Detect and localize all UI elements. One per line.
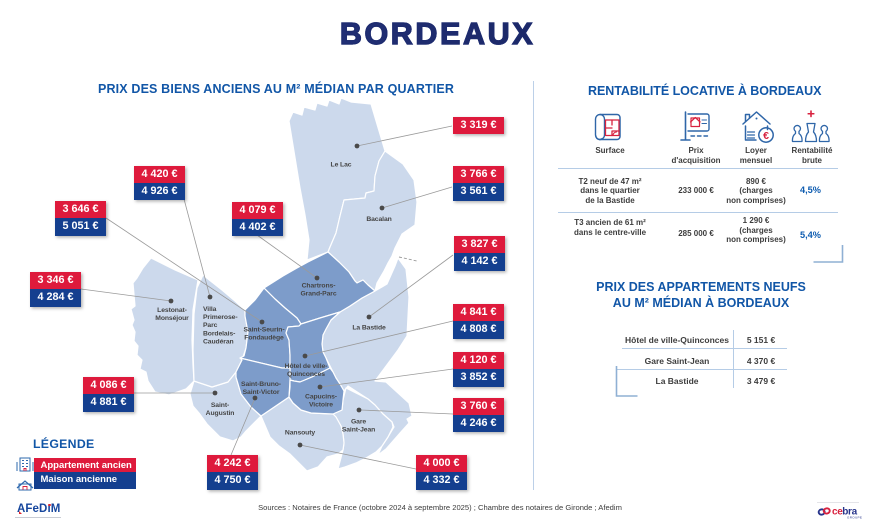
svg-text:La Bastide: La Bastide bbox=[352, 325, 386, 332]
svg-text:Villa: Villa bbox=[203, 306, 217, 313]
svg-text:€: € bbox=[763, 130, 769, 142]
svg-text:Primerose-: Primerose- bbox=[203, 314, 238, 321]
svg-text:Lestonat-: Lestonat- bbox=[157, 307, 187, 314]
svg-text:Hôtel de ville-: Hôtel de ville- bbox=[285, 363, 328, 370]
svg-text:Augustin: Augustin bbox=[206, 410, 235, 417]
svg-text:Saint-Jean: Saint-Jean bbox=[342, 427, 375, 434]
svg-text:Capucins-: Capucins- bbox=[305, 394, 337, 401]
svg-text:GROUPE: GROUPE bbox=[847, 515, 862, 519]
svg-text:Victoire: Victoire bbox=[309, 402, 333, 409]
svg-text:Parc: Parc bbox=[203, 322, 218, 329]
svg-text:ce: ce bbox=[832, 507, 843, 518]
svg-text:Chartrons-: Chartrons- bbox=[302, 283, 336, 290]
svg-text:Nansouty: Nansouty bbox=[285, 430, 315, 437]
svg-text:Monséjour: Monséjour bbox=[155, 315, 189, 322]
svg-text:Bacalan: Bacalan bbox=[366, 216, 391, 223]
svg-text:Fondaudège: Fondaudège bbox=[244, 335, 284, 342]
svg-text:Bordelais-: Bordelais- bbox=[203, 330, 235, 337]
svg-text:Quinconces: Quinconces bbox=[287, 371, 325, 378]
svg-text:Le Lac: Le Lac bbox=[331, 162, 352, 169]
svg-text:Saint-Seurin-: Saint-Seurin- bbox=[244, 327, 285, 334]
svg-text:Saint-Bruno-: Saint-Bruno- bbox=[241, 381, 281, 388]
svg-text:bra: bra bbox=[842, 507, 857, 518]
svg-text:Caudéran: Caudéran bbox=[203, 338, 234, 345]
svg-text:Saint-Victor: Saint-Victor bbox=[243, 389, 280, 396]
svg-text:Saint-: Saint- bbox=[211, 402, 229, 409]
svg-text:Gare: Gare bbox=[351, 419, 366, 426]
svg-text:Grand-Parc: Grand-Parc bbox=[300, 291, 336, 298]
